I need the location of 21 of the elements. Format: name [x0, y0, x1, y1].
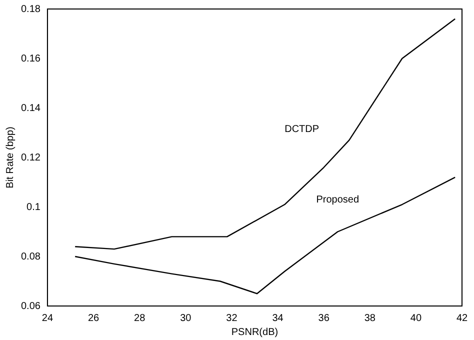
y-tick-label: 0.18: [20, 4, 41, 15]
x-tick-label: 26: [88, 312, 100, 324]
y-tick-label: 0.12: [20, 152, 41, 164]
x-tick-label: 24: [42, 312, 54, 324]
x-tick-label: 42: [456, 312, 468, 324]
x-tick-label: 36: [318, 312, 330, 324]
y-tick-label: 0.1: [26, 202, 41, 213]
x-tick-label: 40: [410, 312, 422, 324]
text: DCTDP: [284, 124, 320, 136]
x-tick-label: 30: [180, 312, 192, 324]
x-tick-label: 38: [364, 312, 376, 324]
x-tick-label: 32: [226, 312, 238, 324]
y-tick-label: 0.16: [20, 53, 41, 64]
y-tick-label: 0.08: [20, 251, 41, 262]
y-axis-title: Bit Rate (bpp): [4, 126, 16, 188]
y-tick-label: 0.14: [20, 102, 41, 114]
x-axis-title: PSNR(dB): [231, 326, 278, 338]
series-label: Proposed: [316, 194, 360, 206]
x-tick-label: 34: [272, 312, 284, 324]
y-tick-label: 0.06: [20, 300, 41, 312]
x-tick-label: 28: [134, 312, 146, 324]
